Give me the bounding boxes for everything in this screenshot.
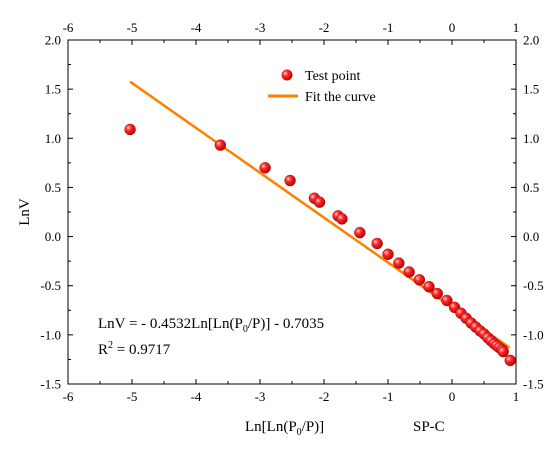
- test-point: [497, 345, 509, 358]
- y-tick-label-left: 1.5: [45, 82, 61, 97]
- legend-label-test-point: Test point: [305, 69, 361, 84]
- test-point: [284, 174, 296, 187]
- legend-label-fit-curve: Fit the curve: [305, 90, 376, 105]
- x-tick-label-bottom: -3: [255, 389, 266, 404]
- test-points-layer: [124, 123, 516, 367]
- test-point: [214, 139, 227, 151]
- y-tick-label-right: -0.5: [523, 278, 544, 293]
- test-point: [259, 162, 271, 174]
- y-tick-label-left: 0.5: [45, 180, 61, 195]
- y-tick-label-right: 1.5: [523, 82, 539, 97]
- test-point: [354, 226, 366, 239]
- test-point: [431, 287, 443, 300]
- y-tick-label-left: -1.5: [40, 377, 61, 392]
- x-tick-label-bottom: -2: [319, 389, 330, 404]
- x-tick-label-bottom: -4: [191, 389, 202, 404]
- legend: Test point Fit the curve: [268, 69, 376, 105]
- y-tick-label-right: -1.5: [523, 377, 544, 392]
- x-tick-label-bottom: 0: [449, 389, 456, 404]
- test-point: [413, 274, 426, 286]
- test-point: [336, 213, 348, 225]
- test-point: [504, 354, 516, 367]
- x-tick-label-top: 1: [513, 20, 520, 35]
- x-tick-label-top: -2: [319, 20, 330, 35]
- y-tick-label-right: -1.0: [523, 327, 544, 342]
- test-point: [382, 248, 394, 260]
- x-axis-title: Ln[Ln(P0/P)]: [245, 419, 324, 438]
- y-tick-label-right: 1.0: [523, 131, 539, 146]
- y-tick-label-right: 2.0: [523, 33, 539, 48]
- x-tick-label-top: -3: [255, 20, 266, 35]
- x-tick-label-top: -1: [383, 20, 394, 35]
- r-squared-annotation: R2 = 0.9717: [98, 340, 171, 358]
- plot-frame: [67, 39, 517, 385]
- test-point: [124, 123, 136, 136]
- axis-ticks: [67, 39, 517, 385]
- x-tick-label-bottom: -1: [383, 389, 394, 404]
- y-tick-label-right: 0.5: [523, 180, 539, 195]
- test-point: [393, 257, 405, 269]
- x-tick-label-bottom: -6: [63, 389, 74, 404]
- x-tick-label-top: -5: [127, 20, 138, 35]
- y-tick-label-left: 1.0: [45, 131, 61, 146]
- y-tick-label-left: -1.0: [40, 327, 61, 342]
- x-tick-label-bottom: -5: [127, 389, 138, 404]
- y-tick-label-left: 0.0: [45, 229, 61, 244]
- test-point: [423, 280, 435, 293]
- sample-label: SP-C: [413, 419, 445, 435]
- y-tick-label-left: -0.5: [40, 278, 61, 293]
- legend-marker-test-point: [281, 69, 293, 81]
- x-tick-label-top: -4: [191, 20, 202, 35]
- x-tick-label-bottom: 1: [513, 389, 520, 404]
- test-point: [313, 196, 326, 208]
- y-tick-label-left: 2.0: [45, 33, 61, 48]
- y-tick-label-right: 0.0: [523, 229, 539, 244]
- y-axis-title: LnV: [17, 198, 33, 226]
- test-point: [403, 266, 415, 278]
- x-tick-label-top: -6: [63, 20, 74, 35]
- x-tick-label-top: 0: [449, 20, 456, 35]
- test-point: [441, 294, 453, 307]
- equation-annotation: LnV = - 0.4532Ln[Ln(P0/P)] - 0.7035: [98, 316, 324, 335]
- test-point: [371, 237, 383, 250]
